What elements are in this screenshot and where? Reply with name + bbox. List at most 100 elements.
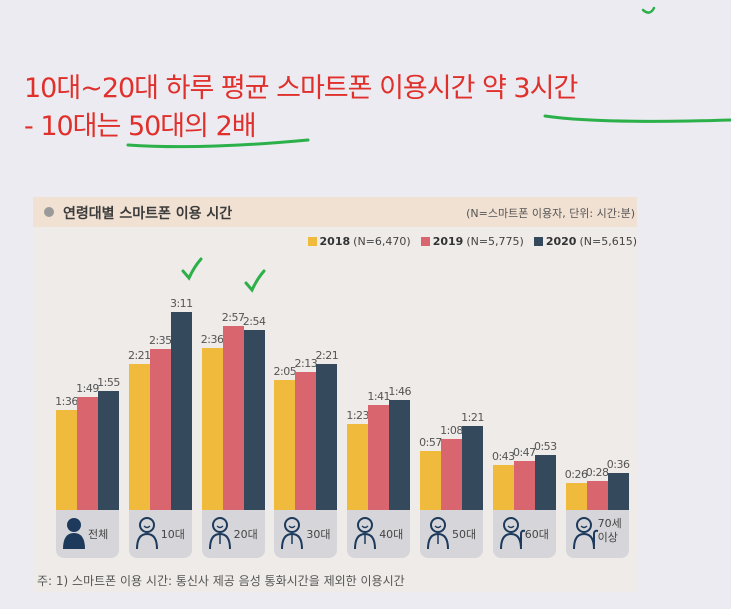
adult-tie-icon	[280, 516, 310, 554]
bar-value-label: 0:26	[564, 468, 588, 482]
check-mark-icon	[244, 269, 266, 293]
bar-전체-2019	[77, 396, 98, 510]
chart-legend: 2018 (N=6,470) 2019 (N=5,775) 2020 (N=5,615)	[307, 235, 637, 248]
chart-header: 연령대별 스마트폰 이용 시간 (N=스마트폰 이용자, 단위: 시간:분)	[33, 197, 637, 227]
category-label: 50대	[452, 528, 477, 541]
category-label: 20대	[233, 528, 258, 541]
legend-sample-size: (N=5,615)	[579, 235, 637, 248]
chart-panel: 연령대별 스마트폰 이용 시간 (N=스마트폰 이용자, 단위: 시간:분) 2…	[33, 197, 637, 592]
bar-50대-2019	[441, 439, 462, 510]
bar-value-label: 3:11	[169, 296, 193, 310]
category-label: 60대	[524, 528, 549, 541]
category-label: 30대	[306, 528, 331, 541]
bar-70세 이상-2020	[607, 472, 629, 510]
category-40대: 40대	[347, 510, 411, 558]
category-label: 전체	[88, 528, 109, 541]
legend-item-2019: 2019 (N=5,775)	[420, 235, 524, 248]
bar-value-label: 2:35	[148, 334, 172, 348]
category-20대: 20대	[201, 510, 265, 558]
bar-value-label: 1:08	[440, 424, 463, 438]
elderly-cane-icon	[572, 516, 602, 554]
bar-50대-2018	[420, 450, 441, 510]
category-전체: 전체	[56, 510, 119, 558]
footnote: 주: 1) 스마트폰 이용 시간: 통신사 제공 음성 통화시간을 제외한 이용…	[37, 574, 405, 588]
bar-value-label: 1:23	[346, 408, 370, 422]
bar-value-label: 1:21	[461, 411, 484, 424]
bar-value-label: 2:54	[242, 314, 266, 328]
bar-40대-2018	[347, 423, 369, 510]
bar-value-label: 2:57	[221, 311, 245, 325]
bar-value-label: 1:41	[367, 390, 391, 404]
underline-3-hours	[543, 114, 731, 123]
category-label: 40대	[379, 528, 404, 541]
bar-10대-2020	[170, 311, 192, 510]
bar-plot: 1:36 1:49 1:55 2:21 2:35 3:11 2:36 2:57 2:54 2:05…	[33, 197, 637, 592]
bar-30대-2019	[295, 372, 317, 510]
legend-item-2018: 2018 (N=6,470)	[307, 235, 411, 248]
bar-40대-2019	[368, 405, 390, 510]
bullet-dot-icon	[44, 207, 54, 217]
bar-20대-2020	[243, 329, 265, 510]
bar-20대-2019	[222, 326, 244, 510]
legend-year: 2020	[545, 235, 577, 248]
bar-value-label: 0:28	[585, 465, 609, 479]
check-mark-top-icon	[641, 6, 656, 14]
legend-swatch-icon	[533, 237, 543, 246]
bar-value-label: 0:57	[419, 435, 442, 449]
legend-sample-size: (N=6,470)	[353, 235, 411, 248]
person-filled-icon	[62, 516, 86, 554]
bar-value-label: 1:55	[97, 375, 120, 389]
bar-60대-2019	[513, 461, 535, 510]
check-mark-icon	[181, 257, 203, 281]
fifties-person-icon	[426, 516, 456, 554]
bar-value-label: 1:49	[76, 381, 99, 395]
category-10대: 10대	[128, 510, 192, 558]
bar-70세 이상-2019	[586, 480, 608, 510]
bar-value-label: 2:21	[315, 348, 339, 362]
category-label: 70세 이상	[597, 517, 622, 544]
bar-30대-2018	[274, 380, 296, 510]
category-label: 10대	[160, 528, 185, 541]
bar-value-label: 2:21	[127, 348, 151, 362]
bar-value-label: 0:43	[491, 450, 515, 464]
young-adult-tie-icon	[208, 516, 238, 554]
bar-value-label: 0:53	[533, 440, 557, 454]
bar-40대-2020	[389, 400, 411, 510]
bar-70세 이상-2018	[565, 483, 587, 510]
chart-title: 연령대별 스마트폰 이용 시간	[63, 206, 233, 222]
bar-value-label: 1:36	[55, 395, 78, 409]
bar-value-label: 2:13	[294, 357, 318, 371]
category-30대: 30대	[274, 510, 338, 558]
headline-line-2: - 10대는 50대의 2배	[24, 111, 257, 142]
teen-face-icon	[135, 516, 165, 554]
legend-swatch-icon	[307, 237, 317, 246]
category-50대: 50대	[420, 510, 483, 558]
bar-50대-2020	[462, 426, 483, 510]
middle-aged-tie-icon	[353, 516, 383, 554]
bar-전체-2018	[56, 410, 77, 510]
legend-sample-size: (N=5,775)	[466, 235, 524, 248]
bar-60대-2018	[492, 465, 514, 510]
bar-20대-2018	[201, 348, 223, 510]
headline-line-1: 10대~20대 하루 평균 스마트폰 이용시간 약 3시간	[24, 73, 578, 104]
legend-year: 2018	[319, 235, 351, 248]
legend-item-2020: 2020 (N=5,615)	[533, 235, 637, 248]
chart-unit-note: (N=스마트폰 이용자, 단위: 시간:분)	[466, 207, 635, 220]
senior-cane-icon	[499, 516, 529, 554]
bar-10대-2019	[149, 349, 171, 510]
bar-30대-2020	[316, 363, 338, 510]
legend-swatch-icon	[420, 237, 430, 246]
bar-value-label: 2:05	[273, 365, 297, 379]
bar-value-label: 0:36	[606, 457, 630, 471]
category-60대: 60대	[492, 510, 556, 558]
bar-전체-2020	[98, 390, 119, 510]
category-70세이상: 70세 이상	[565, 510, 629, 558]
underline-50s-double	[126, 138, 310, 149]
bar-value-label: 2:36	[200, 333, 224, 347]
bar-value-label: 0:47	[512, 446, 536, 460]
bar-value-label: 1:46	[388, 385, 412, 399]
bar-10대-2018	[128, 363, 150, 510]
legend-year: 2019	[432, 235, 464, 248]
bar-60대-2020	[534, 455, 556, 510]
